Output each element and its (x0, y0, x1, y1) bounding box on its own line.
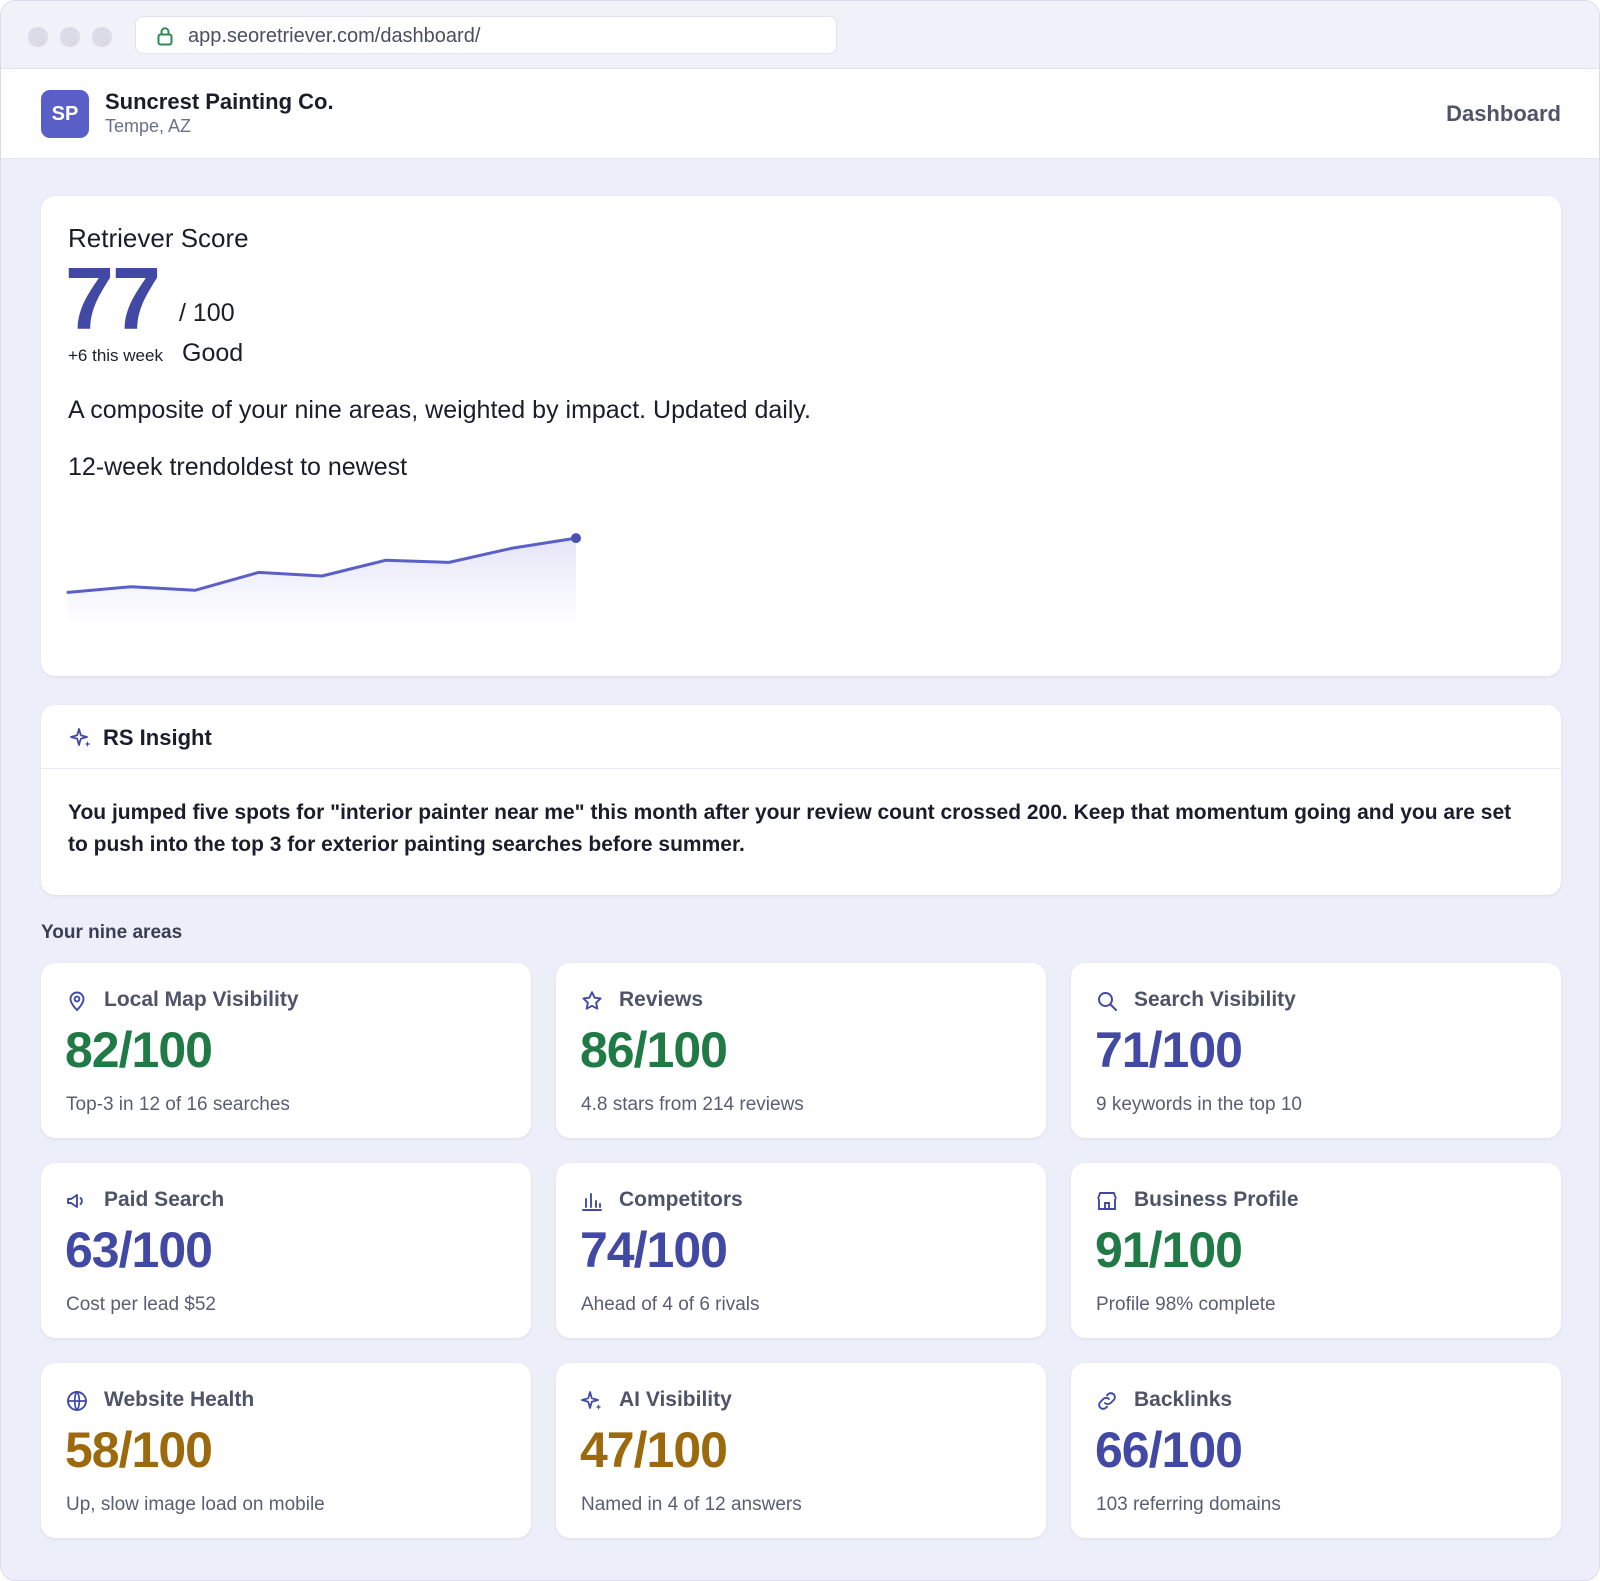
area-title: Competitors (619, 1188, 743, 1211)
score-label: Retriever Score (68, 223, 249, 253)
area-title: Website Health (104, 1388, 255, 1411)
link-icon (1098, 1392, 1116, 1410)
trend-area (68, 538, 576, 626)
area-score: 63/100 (65, 1222, 213, 1278)
area-title: Paid Search (104, 1188, 225, 1211)
area-card[interactable]: Local Map Visibility 82/100 Top-3 in 12 of… (41, 963, 531, 1138)
area-detail: 103 referring domains (1096, 1494, 1281, 1515)
megaphone-icon (67, 1194, 83, 1208)
rs-insight-card: RS Insight You jumped five spots for "in… (41, 705, 1561, 895)
area-card[interactable]: Paid Search 63/100 Cost per lead $52 (41, 1163, 531, 1338)
lock-icon (157, 27, 173, 46)
search-icon (1098, 992, 1117, 1011)
area-title: Search Visibility (1134, 988, 1296, 1011)
area-score: 71/100 (1095, 1022, 1243, 1078)
insight-header: RS Insight (41, 705, 1561, 769)
area-detail: Cost per lead $52 (66, 1294, 216, 1315)
retriever-score-card: Retriever Score 77 / 100 +6 this week Go… (41, 196, 1561, 676)
area-title: Local Map Visibility (104, 988, 299, 1011)
area-card[interactable]: Reviews 86/100 4.8 stars from 214 reviews (556, 963, 1046, 1138)
area-score: 66/100 (1095, 1422, 1243, 1478)
area-card[interactable]: Business Profile 91/100 Profile 98% comple… (1071, 1163, 1561, 1338)
sparkle-icon (581, 1391, 602, 1410)
score-delta: +6 this week (68, 346, 163, 365)
score-rating: Good (182, 339, 244, 367)
window-maximize-dot[interactable] (92, 27, 112, 47)
areas-section-label: Your nine areas (41, 922, 183, 943)
area-score: 82/100 (65, 1022, 213, 1078)
area-score: 58/100 (65, 1422, 213, 1478)
business-location: Tempe, AZ (105, 116, 192, 136)
area-detail: Up, slow image load on mobile (66, 1494, 325, 1515)
globe-icon (67, 1391, 87, 1411)
business-logo: SP (41, 90, 89, 138)
insight-title: RS Insight (103, 725, 212, 750)
bar-chart-icon (582, 1193, 602, 1211)
app-header: SP Suncrest Painting Co. Tempe, AZ Dashb… (1, 69, 1599, 159)
area-detail: Ahead of 4 of 6 rivals (581, 1294, 760, 1315)
area-score: 74/100 (580, 1222, 728, 1278)
sparkle-icon (70, 728, 91, 747)
area-score: 47/100 (580, 1422, 728, 1478)
trend-heading: 12-week trendoldest to newest (68, 453, 408, 481)
area-detail: Profile 98% complete (1096, 1294, 1276, 1315)
business-name: Suncrest Painting Co. (105, 89, 334, 114)
insight-body: You jumped five spots for "interior pain… (68, 801, 1512, 856)
area-card[interactable]: Website Health 58/100 Up, slow image load … (41, 1363, 531, 1538)
window-minimize-dot[interactable] (60, 27, 80, 47)
area-title: Business Profile (1134, 1188, 1299, 1211)
area-detail: Named in 4 of 12 answers (581, 1494, 802, 1515)
area-card[interactable]: Backlinks 66/100 103 referring domains (1071, 1363, 1561, 1538)
area-card[interactable]: Search Visibility 71/100 9 keywords in the… (1071, 963, 1561, 1138)
star-icon (582, 991, 602, 1010)
score-out-of: / 100 (179, 299, 235, 327)
score-trend-sparkline (66, 533, 581, 626)
address-bar[interactable]: app.seoretriever.com/dashboard/ (135, 16, 837, 54)
trend-end-point (571, 533, 581, 544)
area-score: 91/100 (1095, 1222, 1243, 1278)
map-pin-icon (69, 991, 85, 1012)
area-detail: Top-3 in 12 of 16 searches (66, 1094, 290, 1115)
score-description: A composite of your nine areas, weighted… (68, 396, 812, 424)
area-detail: 4.8 stars from 214 reviews (581, 1094, 804, 1115)
area-card[interactable]: Competitors 74/100 Ahead of 4 of 6 rivals (556, 1163, 1046, 1338)
area-score: 86/100 (580, 1022, 728, 1078)
trend-line (66, 536, 578, 594)
window-close-dot[interactable] (28, 27, 48, 47)
area-title: Reviews (619, 988, 704, 1011)
url-text: app.seoretriever.com/dashboard/ (188, 25, 481, 47)
storefront-icon (1097, 1192, 1117, 1210)
area-title: Backlinks (1134, 1388, 1233, 1411)
area-card[interactable]: AI Visibility 47/100 Named in 4 of 12 answ… (556, 1363, 1046, 1538)
nav-dashboard-link[interactable]: Dashboard (1446, 101, 1561, 126)
browser-chrome: app.seoretriever.com/dashboard/ (1, 1, 1599, 69)
area-title: AI Visibility (619, 1388, 732, 1411)
area-detail: 9 keywords in the top 10 (1096, 1094, 1302, 1115)
score-value: 77 (65, 249, 161, 348)
